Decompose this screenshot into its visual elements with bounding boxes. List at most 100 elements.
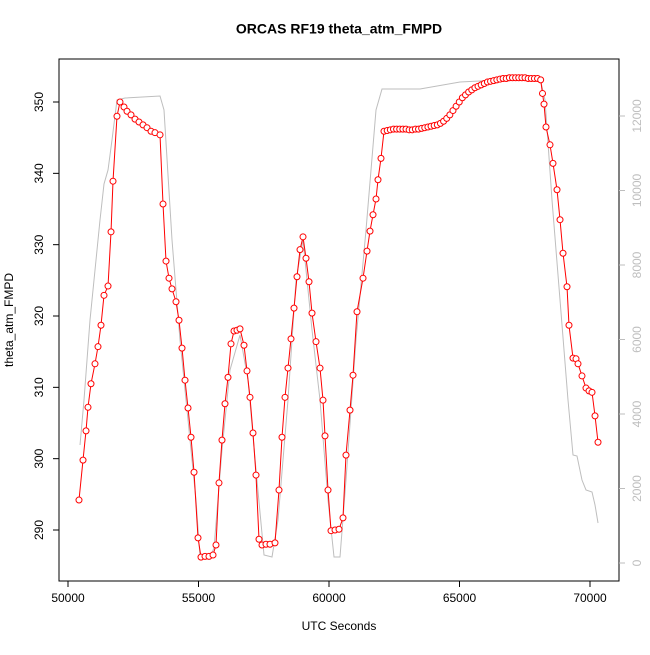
data-point <box>104 282 112 290</box>
data-point <box>275 486 283 494</box>
data-point <box>240 341 248 349</box>
y2-tick-label: 4000 <box>630 400 644 427</box>
x-axis-label: UTC Seconds <box>302 619 377 633</box>
data-point <box>540 100 548 108</box>
data-point <box>563 283 571 291</box>
data-point <box>591 412 599 420</box>
data-point <box>212 541 220 549</box>
data-point <box>113 112 121 120</box>
data-point <box>316 364 324 372</box>
data-point <box>249 429 257 437</box>
x-tick-label: 65000 <box>443 591 477 605</box>
data-point <box>299 233 307 241</box>
data-point <box>574 360 582 368</box>
data-point <box>209 551 217 559</box>
data-point <box>374 176 382 184</box>
data-point <box>588 388 596 396</box>
y-tick-label: 340 <box>32 163 46 183</box>
data-point <box>377 154 385 162</box>
data-point <box>159 200 167 208</box>
data-point <box>366 227 374 235</box>
y-tick-label: 300 <box>32 448 46 468</box>
data-point <box>127 111 135 119</box>
y-tick-label: 320 <box>32 306 46 326</box>
data-point <box>84 403 92 411</box>
y2-tick-label: 10000 <box>630 173 644 207</box>
data-point <box>549 159 557 167</box>
data-point <box>162 257 170 265</box>
data-point <box>227 340 235 348</box>
data-point <box>321 432 329 440</box>
data-point <box>87 380 95 388</box>
data-point <box>359 274 367 282</box>
data-point <box>218 436 226 444</box>
y-tick-label: 330 <box>32 234 46 254</box>
data-point <box>542 123 550 131</box>
data-point <box>252 471 260 479</box>
series-line <box>79 77 599 558</box>
data-point <box>194 534 202 542</box>
data-point <box>346 406 354 414</box>
data-point <box>578 372 586 380</box>
x-tick-label: 50000 <box>51 591 85 605</box>
data-point <box>94 343 102 351</box>
x-tick-label: 55000 <box>182 591 216 605</box>
data-point <box>79 456 87 464</box>
data-point <box>97 321 105 329</box>
data-point <box>319 396 327 404</box>
data-point <box>287 335 295 343</box>
data-point <box>296 246 304 254</box>
y-tick-label: 290 <box>32 520 46 540</box>
data-point <box>91 360 99 368</box>
data-point <box>190 468 198 476</box>
data-point <box>236 325 244 333</box>
plot-frame <box>58 58 620 582</box>
data-point <box>107 228 115 236</box>
data-point <box>178 344 186 352</box>
y-tick-label: 350 <box>32 92 46 112</box>
data-point <box>243 367 251 375</box>
data-point <box>308 309 316 317</box>
data-point <box>372 195 380 203</box>
data-point <box>187 433 195 441</box>
data-point <box>559 249 567 257</box>
data-point <box>184 404 192 412</box>
data-point <box>537 76 545 84</box>
y2-tick-label: 6000 <box>630 326 644 353</box>
data-point <box>175 316 183 324</box>
data-point <box>156 131 164 139</box>
data-point <box>109 177 117 185</box>
data-point <box>594 438 602 446</box>
data-point <box>255 535 263 543</box>
y2-tick-label: 2000 <box>630 475 644 502</box>
data-point <box>342 451 350 459</box>
data-point <box>165 274 173 282</box>
y2-tick-label: 0 <box>630 559 644 566</box>
data-point <box>168 285 176 293</box>
x-tick-label: 70000 <box>573 591 607 605</box>
data-point <box>100 291 108 299</box>
data-point <box>312 338 320 346</box>
data-point <box>271 539 279 547</box>
data-point <box>82 427 90 435</box>
data-point <box>353 308 361 316</box>
data-point <box>75 496 83 504</box>
series-line <box>78 77 599 558</box>
data-point <box>553 186 561 194</box>
data-point <box>224 373 232 381</box>
data-point <box>302 254 310 262</box>
y-tick-label: 310 <box>32 377 46 397</box>
data-point <box>349 371 357 379</box>
data-point <box>221 400 229 408</box>
data-point <box>172 298 180 306</box>
data-point <box>290 304 298 312</box>
data-point <box>539 89 547 97</box>
data-point <box>305 278 313 286</box>
data-point <box>278 433 286 441</box>
data-point <box>324 486 332 494</box>
x-tick-label: 60000 <box>312 591 346 605</box>
chart-title: ORCAS RF19 theta_atm_FMPD <box>236 21 442 37</box>
data-point <box>181 376 189 384</box>
y2-tick-label: 12000 <box>630 99 644 133</box>
